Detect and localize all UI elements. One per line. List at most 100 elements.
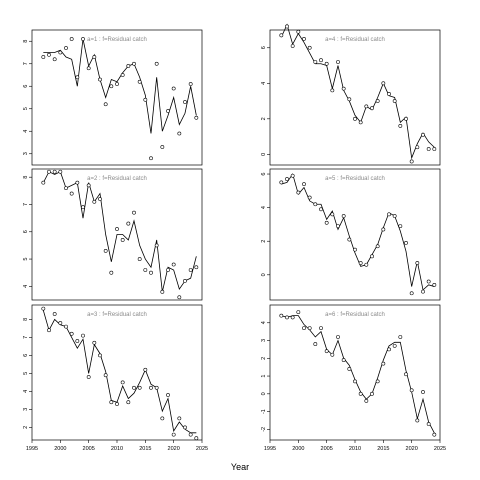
- data-point: [166, 268, 170, 272]
- x-tick-label: 2015: [377, 446, 389, 452]
- data-point: [353, 247, 357, 252]
- y-tick-label: 6: [261, 46, 267, 49]
- y-tick-label: 6: [23, 230, 29, 233]
- data-point: [109, 400, 114, 405]
- data-point: [171, 86, 176, 91]
- data-point: [81, 37, 85, 41]
- panel-frame: [31, 29, 203, 166]
- data-point: [98, 353, 102, 358]
- data-point: [47, 52, 51, 57]
- data-point: [324, 61, 329, 66]
- data-point: [398, 335, 403, 339]
- y-tick-label: 5: [23, 258, 29, 261]
- data-point: [154, 385, 159, 390]
- y-tick-label: 3: [261, 339, 267, 342]
- data-point: [364, 399, 369, 403]
- data-point: [69, 191, 74, 196]
- data-point: [307, 326, 312, 330]
- data-point: [409, 291, 414, 296]
- x-tick-label: 2020: [406, 446, 418, 452]
- y-tick-label: 4: [23, 390, 29, 393]
- data-point: [166, 393, 170, 397]
- data-point: [353, 379, 357, 384]
- data-point: [381, 361, 386, 366]
- panel-5: a=3 : f=Residual catch 2 3 4 5 6 7 8 1995 2000 200…: [23, 304, 208, 452]
- fitted-line: [281, 173, 435, 291]
- data-point: [398, 224, 403, 229]
- data-point: [375, 379, 380, 384]
- data-point: [166, 109, 170, 113]
- panel-label: a=1 : f=Residual catch: [87, 37, 147, 43]
- data-point: [353, 116, 357, 121]
- y-tick-label: 5: [23, 107, 29, 110]
- data-point: [143, 367, 148, 372]
- data-point: [177, 416, 182, 421]
- data-point: [160, 289, 165, 294]
- data-point: [341, 358, 346, 362]
- data-point: [387, 92, 391, 96]
- data-point: [370, 106, 374, 111]
- data-point: [296, 29, 301, 34]
- data-point: [330, 88, 335, 93]
- data-point: [313, 60, 318, 64]
- y-tick-label: 0: [261, 153, 267, 156]
- data-point: [126, 64, 131, 68]
- data-point: [409, 159, 414, 164]
- data-point: [52, 312, 57, 316]
- data-point: [81, 333, 85, 338]
- panel-frame: [269, 168, 441, 301]
- panel-label: a=3 : f=Residual catch: [87, 312, 147, 318]
- data-point: [330, 352, 335, 357]
- y-tick-label: 3: [23, 408, 29, 411]
- y-tick-label: 1: [261, 375, 267, 378]
- data-point: [183, 278, 187, 283]
- data-point: [109, 270, 114, 275]
- panel-label: a=5 : f=Residual catch: [325, 176, 385, 182]
- y-tick-label: 7: [23, 62, 29, 65]
- data-point: [58, 321, 63, 325]
- data-point: [69, 331, 74, 336]
- data-point: [188, 82, 193, 86]
- data-point: [69, 37, 74, 41]
- panel-label: a=2 : f=Residual catch: [87, 176, 147, 182]
- y-tick-label: 0: [261, 273, 267, 276]
- data-point: [194, 436, 199, 441]
- data-point: [137, 79, 142, 84]
- data-point: [103, 102, 108, 107]
- data-point: [188, 432, 193, 437]
- data-point: [313, 342, 318, 346]
- data-point: [86, 66, 91, 71]
- data-point: [47, 328, 51, 333]
- data-point: [285, 24, 289, 29]
- data-point: [41, 306, 46, 311]
- data-point: [341, 214, 346, 218]
- data-point: [92, 55, 97, 59]
- data-point: [115, 402, 119, 406]
- x-tick-label: 1995: [26, 446, 38, 452]
- x-axis-title: Year: [231, 462, 249, 472]
- y-tick-label: 0: [261, 392, 267, 395]
- data-point: [160, 145, 165, 149]
- data-point: [336, 60, 340, 64]
- data-point: [392, 99, 397, 103]
- y-tick-label: 7: [23, 336, 29, 339]
- x-tick-label: 2015: [139, 446, 151, 452]
- y-tick-label: 2: [261, 357, 267, 360]
- data-point: [64, 46, 68, 50]
- data-point: [432, 432, 437, 437]
- data-point: [109, 84, 114, 89]
- data-point: [149, 270, 153, 275]
- panel-label: a=6 : f=Residual catch: [325, 312, 385, 318]
- data-point: [103, 248, 108, 253]
- data-point: [296, 310, 301, 315]
- data-point: [375, 244, 380, 249]
- data-point: [302, 36, 306, 41]
- data-point: [115, 227, 119, 231]
- x-tick-label: 2005: [321, 446, 333, 452]
- data-point: [381, 227, 386, 232]
- data-point: [398, 124, 403, 128]
- data-point: [285, 315, 289, 320]
- data-point: [404, 116, 408, 121]
- data-point: [324, 349, 329, 354]
